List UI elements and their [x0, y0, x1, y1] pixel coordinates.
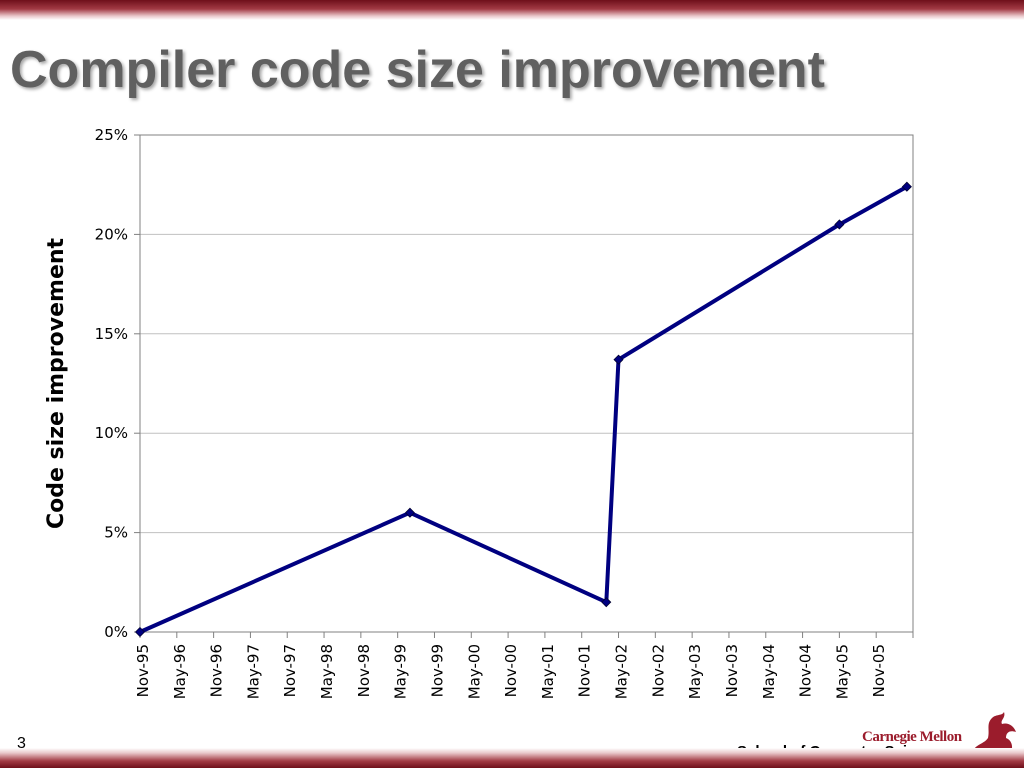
x-tick-label: May-98: [318, 644, 336, 699]
axes: [134, 134, 914, 638]
x-tick-label: Nov-01: [576, 644, 594, 697]
x-tick-label: May-03: [686, 644, 704, 699]
gridlines: [140, 233, 913, 534]
y-tick-label: 5%: [104, 524, 128, 542]
x-tick-label: Nov-96: [208, 644, 226, 697]
y-tick-labels: 0% 5% 10% 15% 20% 25%: [95, 126, 128, 641]
x-tick-label: Nov-98: [355, 644, 373, 697]
data-point-marker: [613, 354, 624, 365]
x-tick-label: Nov-00: [502, 644, 520, 697]
data-point-marker: [404, 507, 416, 518]
data-point-marker: [601, 597, 612, 608]
x-tick-label: May-97: [244, 644, 262, 699]
x-tick-label: May-02: [613, 644, 631, 699]
data-series: [134, 181, 912, 638]
x-tick-label: Nov-99: [428, 644, 446, 697]
x-tick-label: Nov-02: [649, 644, 667, 697]
x-tick-label: Nov-04: [797, 644, 815, 697]
data-point-marker: [134, 626, 146, 638]
x-tick-label: May-04: [760, 644, 778, 699]
bottom-accent-band: [0, 748, 1024, 768]
line-chart: 0% 5% 10% 15% 20% 25% Nov-95 May-96 Nov-96 May-9…: [44, 126, 914, 699]
y-tick-label: 25%: [95, 126, 128, 144]
y-tick-label: 20%: [95, 225, 128, 243]
page-number: 3: [17, 735, 26, 752]
x-tick-label: Nov-97: [281, 644, 299, 697]
x-tick-label: Nov-03: [723, 644, 741, 697]
footer-org-name: Carnegie Mellon: [862, 729, 962, 745]
y-tick-label: 15%: [95, 325, 128, 343]
x-tick-label: Nov-05: [870, 644, 888, 697]
y-axis-title: Code size improvement: [44, 237, 69, 529]
plot-area-frame: [139, 134, 914, 633]
data-point-marker: [901, 181, 912, 192]
series-line: [139, 184, 908, 634]
y-tick-label: 0%: [104, 623, 128, 641]
x-tick-label: May-05: [833, 644, 851, 699]
x-tick-label: May-96: [171, 644, 189, 699]
x-tick-labels: Nov-95 May-96 Nov-96 May-97 Nov-97 May-98 Nov-…: [134, 644, 888, 699]
top-accent-band: [0, 0, 1024, 20]
x-tick-label: May-99: [392, 644, 410, 699]
slide-title: Compiler code size improvement: [10, 41, 825, 99]
x-tick-label: May-00: [465, 644, 483, 699]
x-tick-label: May-01: [539, 644, 557, 699]
data-point-marker: [834, 219, 845, 230]
y-tick-label: 10%: [95, 424, 128, 442]
x-tick-label: Nov-95: [134, 644, 152, 697]
